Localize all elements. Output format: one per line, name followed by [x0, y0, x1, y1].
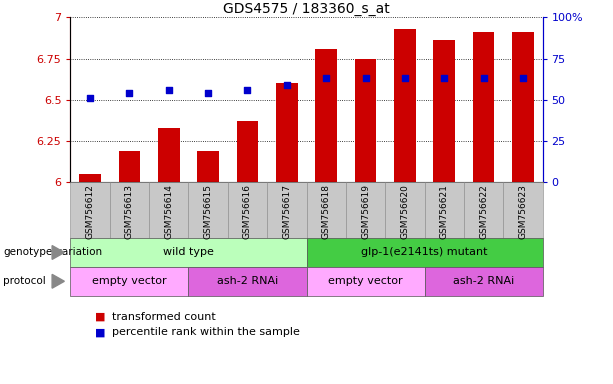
Point: [321, 74, 331, 81]
Point: [164, 87, 173, 93]
Text: GSM756617: GSM756617: [283, 184, 291, 239]
Point: [282, 82, 292, 88]
Text: GSM756622: GSM756622: [479, 184, 488, 239]
Text: empty vector: empty vector: [92, 276, 167, 286]
Text: GSM756612: GSM756612: [86, 184, 94, 239]
Point: [400, 74, 409, 81]
Bar: [276, 83, 298, 182]
Bar: [473, 32, 494, 182]
Text: GSM756620: GSM756620: [400, 184, 409, 239]
Point: [360, 74, 370, 81]
Point: [479, 74, 489, 81]
Point: [440, 74, 449, 81]
Title: GDS4575 / 183360_s_at: GDS4575 / 183360_s_at: [223, 2, 390, 16]
Text: protocol: protocol: [3, 276, 46, 286]
Text: glp-1(e2141ts) mutant: glp-1(e2141ts) mutant: [361, 247, 488, 258]
Text: ash-2 RNAi: ash-2 RNAi: [453, 276, 514, 286]
Bar: [237, 121, 258, 182]
Text: GSM756616: GSM756616: [243, 184, 252, 239]
Point: [85, 95, 95, 101]
Bar: [315, 49, 337, 182]
Text: GSM756618: GSM756618: [322, 184, 330, 239]
Point: [124, 90, 134, 96]
Bar: [158, 128, 180, 182]
Text: GSM756621: GSM756621: [440, 184, 449, 239]
Bar: [197, 151, 219, 182]
Bar: [512, 32, 534, 182]
Text: empty vector: empty vector: [328, 276, 403, 286]
Point: [204, 90, 213, 96]
Text: percentile rank within the sample: percentile rank within the sample: [112, 327, 300, 337]
Bar: [394, 29, 416, 182]
Text: transformed count: transformed count: [112, 312, 216, 322]
Text: ash-2 RNAi: ash-2 RNAi: [217, 276, 278, 286]
Text: GSM756619: GSM756619: [361, 184, 370, 239]
Text: genotype/variation: genotype/variation: [3, 247, 102, 258]
Text: GSM756614: GSM756614: [164, 184, 173, 239]
Point: [518, 74, 528, 81]
Text: GSM756615: GSM756615: [204, 184, 213, 239]
Text: GSM756623: GSM756623: [519, 184, 527, 239]
Bar: [433, 40, 455, 182]
Bar: [355, 58, 376, 182]
Text: GSM756613: GSM756613: [125, 184, 134, 239]
Text: ■: ■: [95, 327, 105, 337]
Bar: [79, 174, 101, 182]
Text: ■: ■: [95, 312, 105, 322]
Bar: [119, 151, 140, 182]
Text: wild type: wild type: [163, 247, 214, 258]
Point: [243, 87, 253, 93]
